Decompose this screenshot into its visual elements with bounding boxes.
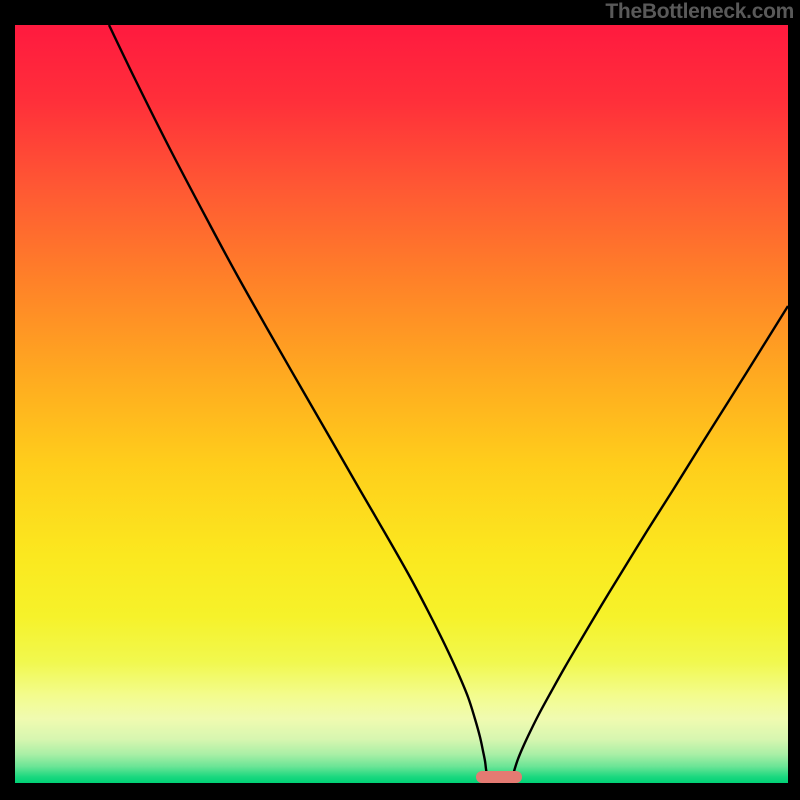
- right-curve: [513, 306, 788, 775]
- plot-area: [15, 25, 788, 783]
- valley-accent-bar: [476, 771, 522, 783]
- attribution-text: TheBottleneck.com: [605, 0, 794, 24]
- left-curve: [109, 25, 487, 775]
- chart-container: TheBottleneck.com: [0, 0, 800, 800]
- bottleneck-curves: [15, 25, 788, 783]
